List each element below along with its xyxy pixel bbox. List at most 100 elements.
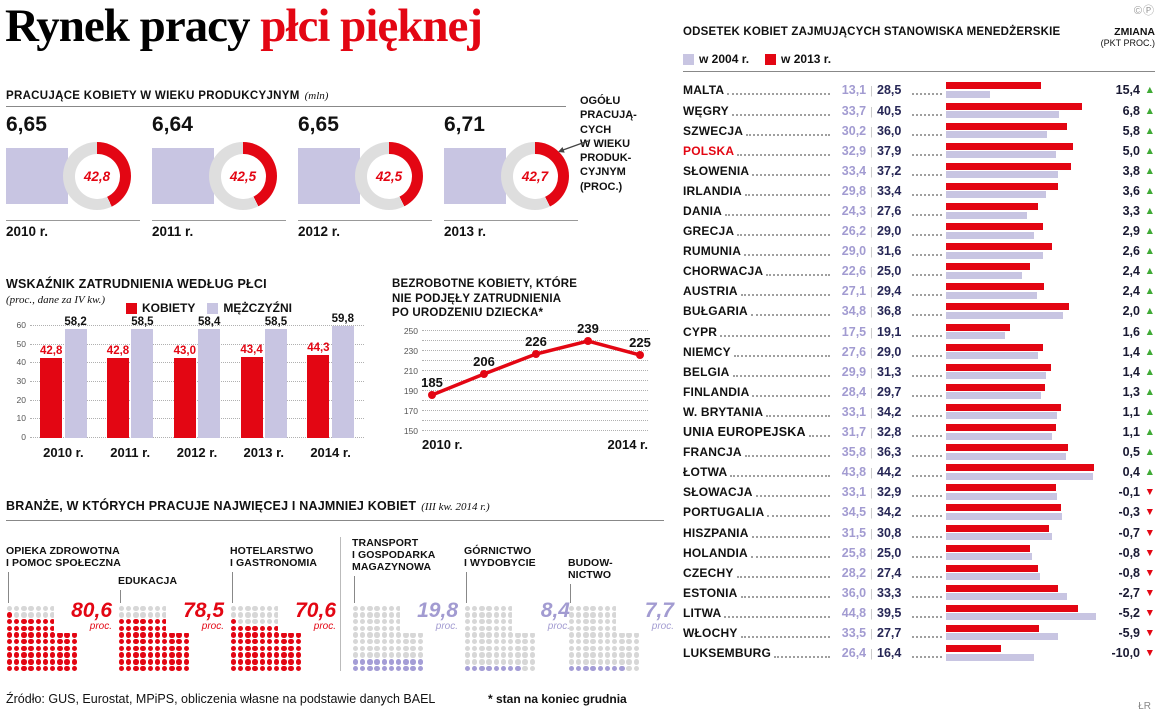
matrix-dot <box>64 645 70 652</box>
country-bars <box>946 243 1098 259</box>
women-square-mark <box>298 148 360 204</box>
matrix-dot <box>522 665 528 672</box>
country-row: IRLANDIA 29,8 | 33,4 3,6 ▲ <box>683 181 1155 201</box>
value-separator: | <box>870 366 873 379</box>
change-value: 2,6 <box>1122 244 1140 259</box>
value-separator: | <box>870 346 873 359</box>
matrix-dot <box>583 659 589 665</box>
section-employment-rate: WSKAŹNIK ZATRUDNIENIA WEDŁUG PŁCI (proc.… <box>6 277 368 460</box>
matrix-dot <box>590 665 596 672</box>
matrix-dot <box>126 645 132 652</box>
matrix-dot <box>529 645 535 652</box>
women-count-value: 6,65 <box>6 113 47 136</box>
matrix-dot <box>259 632 266 638</box>
matrix-dot <box>252 605 258 612</box>
matrix-dot <box>576 619 582 625</box>
matrix-dot <box>568 652 575 658</box>
matrix-dot <box>281 632 287 638</box>
matrix-dot <box>35 605 42 612</box>
matrix-dot <box>626 659 632 665</box>
matrix-dot <box>597 665 604 672</box>
country-bars <box>946 182 1098 199</box>
value-separator: | <box>870 226 873 239</box>
matrix-dot <box>133 612 139 618</box>
matrix-dot <box>14 625 20 632</box>
bar-column: 43,0 <box>174 345 196 438</box>
change-direction-icon: ▲ <box>1144 124 1155 137</box>
bar-2013 <box>946 303 1070 311</box>
country-row: MALTA 13,1 | 28,5 15,4 ▲ <box>683 80 1155 100</box>
country-name: UNIA EUROPEJSKA <box>683 425 806 440</box>
bar-men <box>64 329 87 438</box>
industry-value-unit: proc. <box>201 621 224 632</box>
matrix-dot <box>367 612 373 618</box>
bar-column: 42,8 <box>107 345 129 438</box>
value-separator: | <box>870 427 873 440</box>
section-working-women: PRACUJĄCE KOBIETY W WIEKU PRODUKCYJNYM (m… <box>6 90 664 239</box>
donut-hole: 42,7 <box>512 153 558 199</box>
women-square-mark <box>444 148 506 204</box>
change-value: 2,4 <box>1122 284 1140 299</box>
matrix-dot <box>259 665 266 672</box>
dotted-leader <box>730 475 831 478</box>
country-bars <box>946 584 1098 601</box>
country-bars <box>946 564 1098 581</box>
value-2013: 29,7 <box>877 384 902 399</box>
matrix-dot <box>288 645 294 652</box>
matrix-dot <box>35 665 42 672</box>
country-row: CHORWACJA 22,6 | 25,0 2,4 ▲ <box>683 261 1155 281</box>
matrix-dot <box>266 645 273 652</box>
matrix-dot <box>576 612 582 618</box>
matrix-dot <box>71 639 77 645</box>
matrix-dot <box>612 652 618 658</box>
value-2004: 34,5 <box>841 505 867 520</box>
bar-2004 <box>946 512 1062 520</box>
value-separator: | <box>870 266 873 279</box>
bar-value-label: 43,0 <box>173 344 196 357</box>
y-axis-tick-label: 40 <box>16 357 26 368</box>
year-label: 2013 r. <box>444 220 578 239</box>
unemployed-line-svg <box>428 337 644 399</box>
industry-value: 7,7 proc. <box>616 599 674 633</box>
dot-matrix <box>568 605 640 672</box>
matrix-dot <box>515 659 521 665</box>
dotted-leader <box>912 615 942 618</box>
matrix-dot <box>604 619 611 625</box>
change-value: -0,3 <box>1118 505 1140 520</box>
matrix-dot <box>619 632 625 638</box>
country-name: HOLANDIA <box>683 545 748 560</box>
country-row: FINLANDIA 28,4 | 29,7 1,3 ▲ <box>683 382 1155 402</box>
dotted-leader <box>737 234 831 237</box>
value-2004: 29,9 <box>841 364 867 379</box>
matrix-dot <box>388 652 395 658</box>
dotted-leader <box>912 153 942 156</box>
matrix-dot <box>568 665 575 672</box>
matrix-dot <box>590 639 596 645</box>
legend-swatch <box>207 302 219 314</box>
industry-value: 8,4 proc. <box>512 599 570 633</box>
matrix-dot <box>464 652 471 658</box>
change-direction-icon: ▼ <box>1144 606 1155 619</box>
country-bars <box>946 102 1098 119</box>
value-2013: 39,5 <box>877 605 902 620</box>
country-row: DANIA 24,3 | 27,6 3,3 ▲ <box>683 201 1155 221</box>
value-2004: 28,4 <box>841 384 867 399</box>
year-values: 36,0 | 33,3 <box>833 586 910 600</box>
matrix-dot <box>508 645 514 652</box>
bar-2004 <box>946 171 1058 179</box>
matrix-dot <box>133 625 139 632</box>
bar-value-label: 59,8 <box>331 313 354 326</box>
matrix-dot <box>35 612 42 618</box>
value-2004: 27,6 <box>841 344 867 359</box>
bar-2013 <box>946 343 1044 351</box>
matrix-dot <box>619 652 625 658</box>
matrix-dot <box>295 632 301 638</box>
title-red: płci pięknej <box>249 0 483 52</box>
matrix-dot <box>374 625 380 632</box>
industry-value-number: 78,5 <box>183 599 224 622</box>
gridline <box>422 430 648 431</box>
bar-column: 58,4 <box>198 316 220 438</box>
matrix-dot <box>576 625 582 632</box>
matrix-dot <box>28 612 34 618</box>
value-separator: | <box>870 567 873 580</box>
